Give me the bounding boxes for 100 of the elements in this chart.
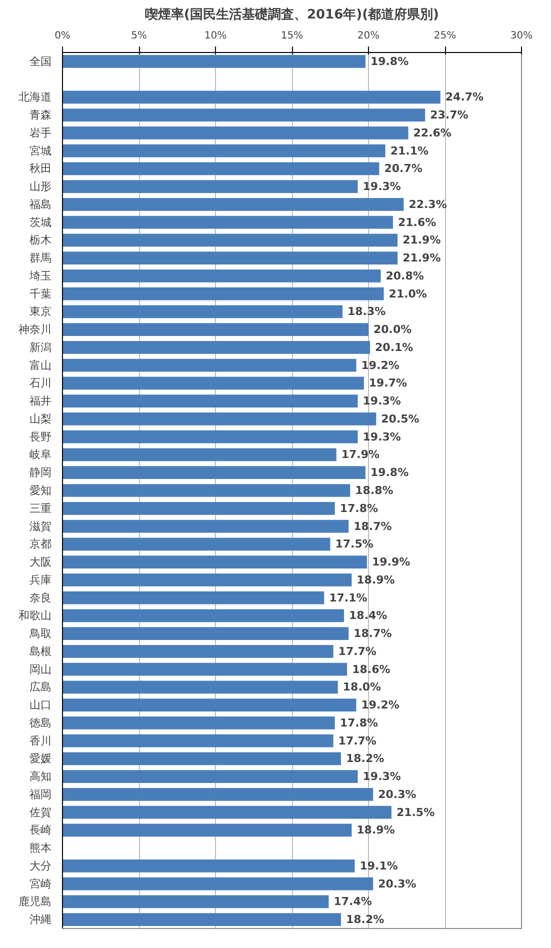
y-tick-label: 宮城 [30,144,52,158]
data-label: 20.5% [381,412,420,426]
y-tick-label: 宮崎 [30,877,52,890]
data-label: 18.7% [354,520,392,533]
bar [62,806,392,819]
bar [62,108,426,122]
y-tick-label: 鹿児島 [18,895,52,908]
data-label: 20.3% [378,877,416,890]
y-tick-label: 山形 [30,180,52,194]
y-tick-label: 徳島 [30,716,52,730]
bar [62,466,366,480]
y-tick-label: 熊本 [30,842,52,855]
bar [62,126,408,140]
x-tick-label: 15% [280,30,304,42]
data-label: 19.7% [368,376,408,390]
bar [62,573,352,586]
bar [62,895,329,908]
data-label: 20.0% [374,323,412,336]
data-label: 19.9% [372,556,410,569]
data-label: 22.3% [408,198,447,211]
y-tick-label: 山口 [30,698,52,712]
bar [62,502,335,515]
data-label: 18.2% [346,913,384,926]
data-label: 17.4% [334,895,372,908]
y-tick-label: 東京 [30,305,52,318]
data-label: 19.2% [361,698,400,712]
bar [62,698,356,712]
y-tick-label: 愛知 [30,484,52,497]
y-tick-label: 三重 [30,502,52,515]
bar [62,644,334,658]
y-tick-label: 茨城 [30,216,52,229]
data-label: 18.9% [356,824,395,837]
bar [62,55,366,68]
data-label: 17.5% [335,538,374,551]
data-label: 19.1% [360,859,398,872]
y-tick-label: 神奈川 [18,323,52,336]
y-tick-label: 大分 [30,859,52,872]
bar [62,662,348,676]
y-tick-label: 奈良 [30,591,52,604]
bar [62,234,398,247]
bar [62,394,358,408]
y-tick-label: 新潟 [30,340,52,354]
data-label: 22.6% [413,126,452,140]
bar [62,877,374,890]
y-tick-label: 石川 [30,376,52,390]
y-tick-label: 千葉 [30,287,52,300]
bar [62,180,358,194]
data-label: 17.7% [338,644,376,658]
y-tick-label: 青森 [30,108,52,122]
bar [62,538,330,551]
bar [62,824,352,837]
data-label: 19.3% [362,394,401,408]
data-label: 18.7% [354,627,392,640]
bar [62,556,367,568]
data-label: 19.8% [370,54,409,68]
y-tick-label: 長崎 [30,824,52,837]
data-label: 17.8% [340,502,378,515]
y-tick-label: 高知 [30,770,52,784]
bar [62,412,376,426]
y-tick-label: 長野 [30,430,52,444]
bar [62,216,393,229]
data-label: 19.8% [370,466,409,480]
data-label: 17.1% [329,591,368,604]
data-label: 18.2% [346,752,384,766]
data-label: 20.8% [386,269,424,282]
y-tick-label: 広島 [30,680,52,694]
y-tick-label: 全国 [30,54,52,68]
y-tick-label: 岐阜 [30,448,52,462]
y-tick-label: 福井 [30,394,52,408]
x-tick-label: 5% [131,30,147,42]
y-tick-label: 岩手 [30,126,52,140]
y-tick-label: 岡山 [30,662,52,676]
bar [62,198,404,211]
y-tick-label: 滋賀 [30,520,52,533]
data-label: 18.6% [352,662,390,676]
bar [62,252,398,265]
y-tick-label: 和歌山 [18,609,52,622]
bar [62,287,384,300]
bar [62,430,358,444]
bar [62,788,374,801]
y-tick-label: 埼玉 [28,269,52,282]
bar [62,716,335,730]
data-label: 18.3% [347,305,386,318]
y-tick-label: 沖縄 [30,913,52,926]
data-label: 18.4% [349,609,388,622]
y-tick-label: 佐賀 [30,806,52,819]
data-label: 19.2% [361,358,400,372]
bar [62,520,349,533]
data-label: 21.0% [388,287,427,300]
data-label: 20.3% [378,788,416,801]
bar [62,270,381,282]
y-tick-label: 愛媛 [30,752,52,766]
x-tick-label: 20% [357,30,380,42]
data-label: 24.7% [445,90,484,104]
data-label: 21.1% [390,144,428,158]
data-label: 19.3% [362,180,401,194]
y-tick-label: 栃木 [30,234,52,247]
chart-title: 喫煙率(国民生活基礎調査、2016年)(都道府県別) [145,6,439,22]
y-tick-label: 鳥取 [28,627,52,640]
bar [62,341,370,354]
